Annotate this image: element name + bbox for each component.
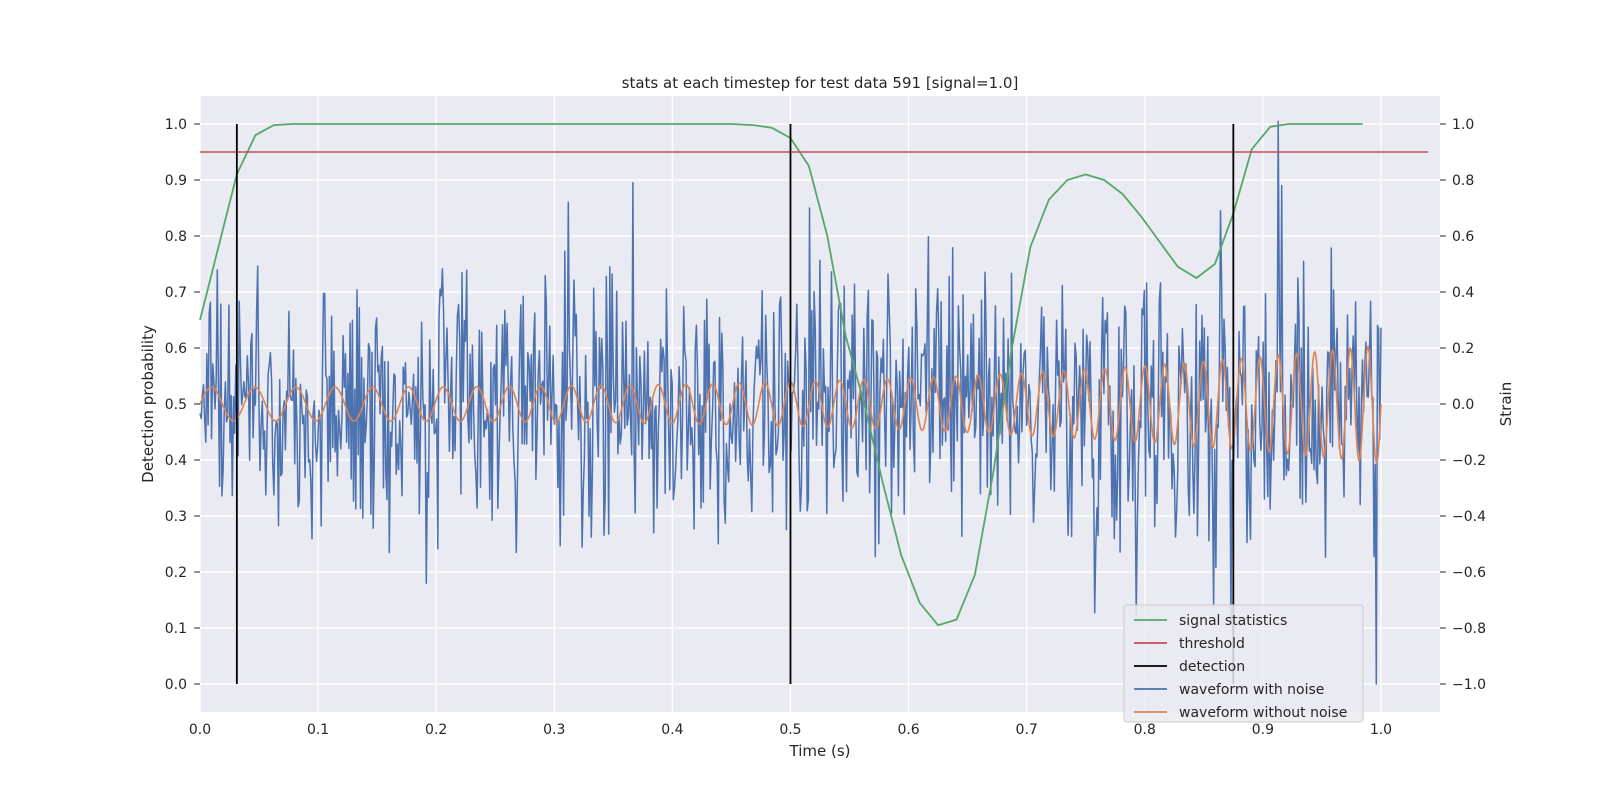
x-tick-label: 0.9: [1252, 722, 1274, 738]
x-tick-label: 0.2: [425, 722, 447, 738]
y2-tick-label: −1.0: [1452, 677, 1486, 693]
x-tick-label: 0.3: [543, 722, 565, 738]
legend-label: signal statistics: [1179, 613, 1287, 629]
y-tick-label: 0.2: [165, 565, 187, 581]
y2-tick-label: 0.0: [1452, 397, 1474, 413]
legend-label: waveform with noise: [1179, 682, 1324, 698]
y-tick-label: 0.6: [165, 341, 187, 357]
y-tick-labels: 0.0 0.1 0.2 0.3 0.4 0.5 0.6 0.7 0.8 0.9 1.0: [165, 117, 200, 693]
y2-tick-label: −0.4: [1452, 509, 1486, 525]
y-tick-label: 0.7: [165, 285, 187, 301]
y-tick-label: 0.4: [165, 453, 187, 469]
legend-label: waveform without noise: [1179, 705, 1347, 721]
y2-tick-label: −0.2: [1452, 453, 1486, 469]
y2-tick-label: 1.0: [1452, 117, 1474, 133]
y2-tick-label: −0.6: [1452, 565, 1486, 581]
x-tick-label: 0.1: [307, 722, 329, 738]
y-tick-label: 0.5: [165, 397, 187, 413]
y-axis-label: Detection probability: [139, 325, 157, 483]
y-tick-label: 0.1: [165, 621, 187, 637]
x-tick-label: 0.5: [779, 722, 801, 738]
y-tick-label: 0.0: [165, 677, 187, 693]
legend: signal statistics threshold detection wavef…: [1123, 604, 1364, 723]
x-tick-label: 0.7: [1016, 722, 1038, 738]
y-tick-label: 1.0: [165, 117, 187, 133]
y2-tick-labels: −1.0 −0.8 −0.6 −0.4 −0.2 0.0 0.2 0.4 0.6 0.8 1.0: [1440, 117, 1486, 693]
series-layer: [199, 120, 1429, 685]
y2-axis-label: Strain: [1497, 382, 1515, 426]
legend-label: detection: [1179, 659, 1245, 675]
y-tick-label: 0.3: [165, 509, 187, 525]
x-tick-label: 1.0: [1370, 722, 1392, 738]
x-tick-label: 0.4: [661, 722, 683, 738]
y2-tick-label: 0.8: [1452, 173, 1474, 189]
y2-tick-label: 0.4: [1452, 285, 1474, 301]
x-tick-label: 0.6: [897, 722, 919, 738]
legend-label: threshold: [1179, 636, 1245, 652]
series-signal-statistics: [199, 123, 1363, 627]
x-tick-label: 0.0: [189, 722, 211, 738]
x-tick-labels: 0.0 0.1 0.2 0.3 0.4 0.5 0.6 0.7 0.8 0.9 1.0: [189, 722, 1392, 738]
x-tick-label: 0.8: [1134, 722, 1156, 738]
y-tick-label: 0.9: [165, 173, 187, 189]
x-axis-label: Time (s): [789, 742, 851, 760]
legend-box: [1123, 604, 1364, 723]
y2-tick-label: 0.6: [1452, 229, 1474, 245]
y-tick-label: 0.8: [165, 229, 187, 245]
y2-tick-label: −0.8: [1452, 621, 1486, 637]
chart-title: stats at each timestep for test data 591…: [622, 74, 1019, 92]
y2-tick-label: 0.2: [1452, 341, 1474, 357]
